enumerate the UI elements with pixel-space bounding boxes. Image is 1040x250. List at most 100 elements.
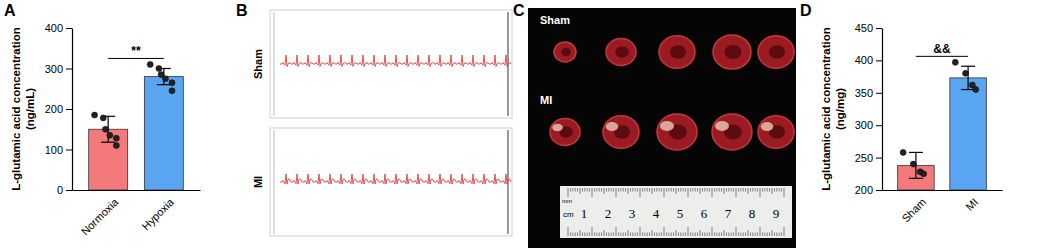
ruler-tick	[577, 233, 578, 237]
ruler-tick	[774, 188, 775, 192]
tick-mark	[876, 125, 882, 126]
ruler-tick	[596, 188, 597, 192]
ruler-tick	[664, 188, 665, 197]
ruler-tick	[755, 188, 756, 192]
ecg-panel: ShamMI	[252, 10, 512, 236]
ruler-tick	[683, 233, 684, 237]
tick-mark	[66, 69, 72, 70]
tick: 400	[45, 22, 72, 34]
ruler-tick	[659, 233, 660, 237]
ruler-tick	[702, 233, 703, 237]
tick: 300	[855, 119, 882, 131]
error-cap	[961, 66, 975, 67]
ruler-tick	[671, 188, 672, 192]
point	[921, 171, 927, 177]
ruler-tick	[738, 233, 739, 237]
ruler-tick	[683, 188, 684, 192]
tick-label: 300	[855, 119, 873, 131]
ruler-label: 9	[773, 206, 780, 221]
ruler-tick	[613, 233, 614, 237]
ruler-tick	[668, 233, 669, 237]
ruler-tick	[594, 188, 595, 192]
ruler-tick	[611, 233, 612, 237]
photo-label: MI	[540, 94, 552, 106]
ruler-tick	[589, 188, 590, 192]
ruler-tick	[743, 233, 744, 237]
ruler-tick	[606, 233, 607, 237]
ruler-tick	[779, 188, 780, 192]
heart-slice	[554, 42, 576, 62]
ruler-label: 7	[725, 206, 732, 221]
ruler-tick	[664, 227, 665, 236]
tick: 300	[45, 63, 72, 75]
ruler-tick	[661, 188, 662, 192]
ruler-tick	[781, 233, 782, 237]
ruler-tick	[637, 233, 638, 237]
panel-label: D	[800, 2, 812, 19]
tick-mark	[876, 190, 882, 191]
ruler-tick	[728, 233, 729, 237]
heart-slice	[713, 35, 751, 69]
ruler-tick	[740, 188, 741, 192]
heart-slice	[657, 114, 697, 150]
ruler-tick	[635, 188, 636, 192]
significance-label: **	[131, 44, 141, 58]
tick: 0	[57, 184, 72, 196]
tick: Hypoxia	[139, 190, 176, 232]
ruler-tick	[690, 233, 691, 237]
ruler-tick	[702, 188, 703, 192]
ruler-tick	[784, 227, 785, 236]
ruler-tick	[642, 188, 643, 192]
infarct-area	[660, 121, 674, 131]
tick: 200	[855, 184, 882, 196]
x-axis: Normoxia Hypoxia	[73, 190, 201, 237]
ruler-tick	[620, 188, 621, 192]
bar-chart: 0100200300400NormoxiaHypoxiaL-glutamic a…	[10, 22, 201, 237]
ruler-tick	[635, 233, 636, 237]
tick-label: 200	[855, 184, 873, 196]
ruler-tick	[680, 188, 681, 192]
x-axis: ShamMI	[883, 190, 1003, 225]
point	[169, 80, 175, 86]
ruler-tick	[716, 233, 717, 237]
ruler-tick	[637, 188, 638, 192]
photo-label: Sham	[540, 14, 570, 26]
tick-label: Hypoxia	[139, 195, 176, 232]
ruler-unit: cm	[563, 210, 574, 219]
tick-label: Normoxia	[79, 195, 121, 237]
ruler-tick	[769, 233, 770, 237]
ruler-tick	[577, 188, 578, 192]
tick: Sham	[899, 190, 928, 225]
ruler-tick	[668, 188, 669, 192]
ruler-label: 4	[653, 206, 660, 221]
ruler-tick	[776, 233, 777, 237]
ruler-tick	[572, 233, 573, 237]
heart-slice	[712, 114, 752, 150]
tick-mark	[876, 60, 882, 61]
slice-lumen	[769, 45, 785, 59]
ruler-tick	[623, 233, 624, 237]
ruler-tick	[733, 188, 734, 192]
tick-label: 0	[57, 184, 63, 196]
ruler-tick	[764, 188, 765, 192]
ruler-tick	[704, 188, 705, 192]
ruler-tick	[649, 233, 650, 237]
ruler-tick	[656, 233, 657, 237]
ruler-tick	[678, 233, 679, 237]
ruler-tick	[608, 188, 609, 192]
ruler-label: 2	[605, 206, 612, 221]
ruler-tick	[709, 188, 710, 192]
ruler-tick	[580, 230, 581, 236]
error-line	[967, 66, 968, 89]
ecg-frame	[270, 10, 512, 118]
ruler-tick	[752, 188, 753, 192]
point	[107, 132, 113, 138]
ecg-frame-edge	[274, 130, 275, 234]
ruler-tick	[724, 230, 725, 236]
axis-title-line: L-glutamic acid concentration	[10, 27, 22, 191]
tick-label: 400	[45, 22, 63, 34]
point	[113, 142, 119, 148]
ruler-tick	[695, 188, 696, 192]
ruler-tick	[709, 233, 710, 237]
ruler-tick	[726, 188, 727, 192]
